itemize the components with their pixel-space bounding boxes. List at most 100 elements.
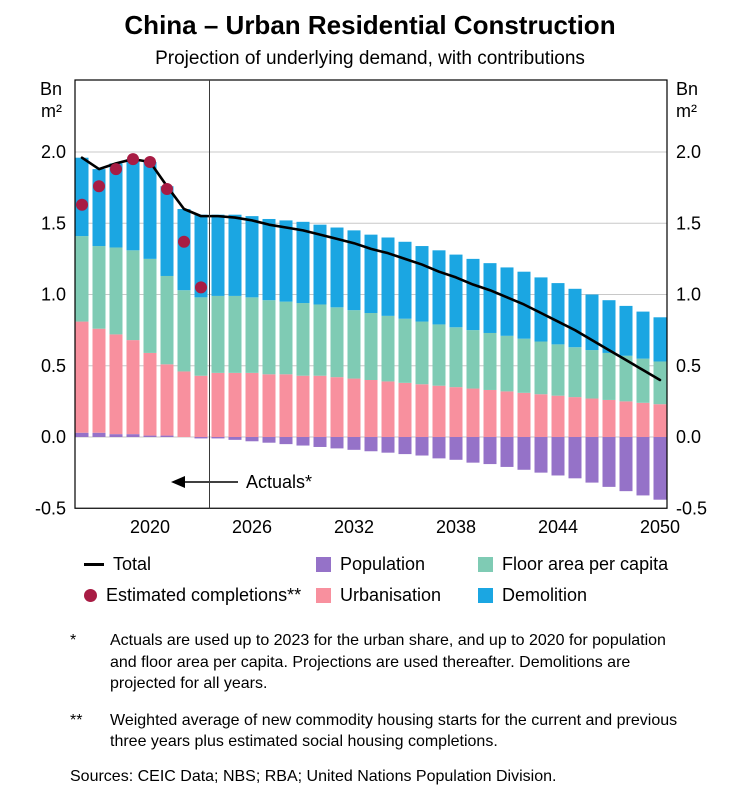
bar-segment (483, 437, 497, 465)
bar-segment (347, 230, 361, 311)
x-axis-label: 2050 (640, 517, 680, 537)
axis-label-layer: -0.5 -0.5 0.0 0.0 0.5 0.5 1.0 1.0 1.5 1.5 2.0 2.0 20… (35, 80, 707, 537)
y-axis-label-right: 1.5 (676, 213, 701, 233)
bar-segment (330, 307, 344, 378)
bar-segment (92, 432, 106, 437)
bar-segment (415, 321, 429, 385)
bar-segment (483, 263, 497, 333)
bar-segment (568, 288, 582, 348)
legend-label-floor-area: Floor area per capita (502, 554, 669, 574)
bar-segment (126, 340, 140, 435)
bar-segment (126, 250, 140, 341)
footnote-1-text: Actuals are used up to 2023 for the urba… (110, 632, 666, 693)
footnote-2-marker: ** (70, 711, 83, 729)
bar-segment (194, 437, 208, 439)
completions-dot-swatch-icon (84, 589, 97, 602)
bar-segment (517, 437, 531, 470)
bar-segment (279, 374, 293, 437)
legend-label-total: Total (113, 554, 152, 574)
bar-segment (194, 297, 208, 376)
bar-segment (109, 334, 123, 435)
bar-segment (262, 437, 276, 443)
y-axis-label-left: 1.0 (41, 285, 66, 305)
bar-segment (347, 310, 361, 379)
y-axis-label-left: -0.5 (35, 498, 66, 518)
unit-label-left-line1: Bn (40, 79, 62, 99)
page-title: China – Urban Residential Construction (124, 10, 616, 40)
bar-segment (143, 435, 157, 437)
bar-segment (75, 236, 89, 322)
y-axis-label-right: 2.0 (676, 142, 701, 162)
bar-segment (194, 214, 208, 298)
bar-segment (466, 258, 480, 331)
bar-segment (551, 437, 565, 476)
bar-segment (381, 315, 395, 382)
x-axis-label: 2026 (232, 517, 272, 537)
bar-segment (602, 352, 616, 400)
bar-segment (449, 254, 463, 328)
bar-segment (126, 434, 140, 437)
bar-segment (653, 361, 667, 405)
bar-segment (585, 350, 599, 399)
sources-line: Sources: CEIC Data; NBS; RBA; United Nat… (70, 767, 557, 785)
bar-segment (602, 300, 616, 353)
bar-segment (500, 391, 514, 437)
bar-segment (415, 246, 429, 322)
footnote-2-text: Weighted average of new commodity housin… (110, 711, 678, 751)
bar-segment (313, 304, 327, 376)
bar-segment (483, 332, 497, 390)
completions-dot-layer (76, 153, 207, 294)
plot-frame (74, 79, 668, 509)
bar-segment (398, 318, 412, 383)
bar-segment (415, 384, 429, 437)
bar-segment (245, 437, 259, 442)
bar-segment (449, 387, 463, 437)
bar-segment (364, 380, 378, 437)
bar-segment (432, 324, 446, 386)
actuals-arrow-head-icon (171, 476, 185, 488)
bar-segment (313, 224, 327, 305)
completions-dot (127, 153, 139, 166)
y-axis-label-right: -0.5 (676, 498, 707, 518)
legend-item-population: Population (316, 554, 478, 575)
bar-segment (109, 434, 123, 437)
bar-segment (330, 377, 344, 437)
bar-segment (415, 437, 429, 456)
bar-segment (432, 437, 446, 459)
actuals-annotation: Actuals* (171, 472, 312, 492)
legend-label-estimated-completions: Estimated completions** (106, 585, 302, 605)
completions-dot (161, 183, 173, 196)
bar-segment (534, 341, 548, 395)
bar-segment (381, 381, 395, 437)
bar-segment (228, 214, 242, 296)
bar-segment (296, 437, 310, 446)
bar-segment (109, 163, 123, 248)
bar-segment (211, 295, 225, 373)
bar-segment (211, 372, 225, 437)
bar-segment (551, 395, 565, 437)
bar-segment (296, 375, 310, 437)
bar-segment (585, 294, 599, 351)
bar-segment (398, 437, 412, 455)
demand-projection-chart: Actuals* Bn m² Bn m² -0.5 -0.5 0.0 0.0 0.5 0.… (35, 79, 707, 537)
bar-segment (177, 290, 191, 372)
bar-layer (75, 157, 667, 500)
bar-segment (653, 317, 667, 362)
bar-segment (143, 161, 157, 259)
bar-segment (296, 221, 310, 304)
demolition-swatch-icon (478, 588, 493, 603)
bar-segment (194, 375, 208, 437)
y-axis-label-right: 1.0 (676, 285, 701, 305)
bar-segment (330, 437, 344, 449)
bar-segment (483, 389, 497, 437)
urbanisation-swatch-icon (316, 588, 331, 603)
bar-segment (330, 227, 344, 308)
chart-legend: Total Population Floor area per capita E… (84, 554, 740, 606)
completions-dot (195, 281, 207, 294)
bar-segment (619, 401, 633, 437)
bar-segment (296, 303, 310, 376)
x-axis-label: 2044 (538, 517, 578, 537)
legend-label-urbanisation: Urbanisation (340, 585, 442, 605)
total-line (80, 156, 662, 382)
bar-segment (568, 347, 582, 398)
